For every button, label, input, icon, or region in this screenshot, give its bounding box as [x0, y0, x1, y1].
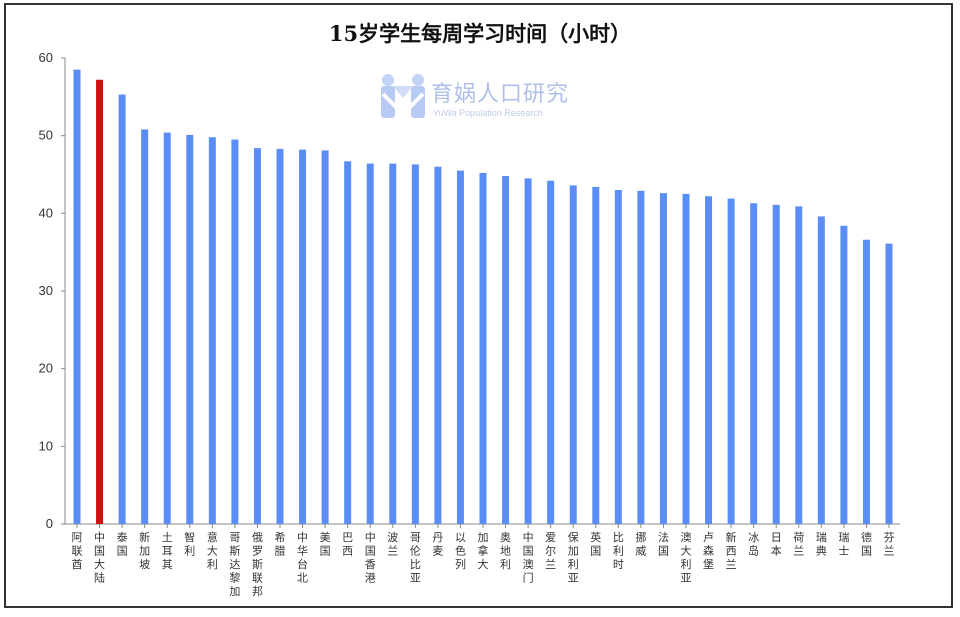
chart-title: 15岁学生每周学习时间（小时）	[328, 21, 632, 46]
bar	[366, 163, 374, 525]
x-tick-label: 泰国	[117, 530, 128, 558]
bar	[772, 204, 780, 525]
bar	[502, 176, 510, 524]
bar	[321, 150, 329, 524]
bar	[411, 164, 419, 525]
bar	[231, 139, 239, 525]
bar	[705, 196, 713, 524]
x-tick-label: 瑞典	[816, 530, 827, 558]
x-tick-label: 俄罗斯联邦	[252, 531, 263, 598]
bar	[73, 69, 81, 525]
x-tick-label: 意大利	[207, 530, 218, 571]
x-tick-label: 波兰	[387, 531, 398, 558]
bar	[614, 190, 622, 525]
y-tick-label: 20	[39, 361, 53, 376]
bar	[817, 216, 825, 524]
x-tick-label: 卢森堡	[703, 531, 714, 571]
x-tick-label: 澳大利亚	[681, 531, 692, 585]
bar	[682, 193, 690, 524]
bar	[637, 190, 645, 524]
bar	[592, 186, 600, 524]
x-tick-label: 中华台北	[297, 531, 308, 585]
x-tick-label: 阿联酋	[72, 531, 83, 571]
watermark-name: 育娲人口研究	[431, 82, 570, 107]
x-tick-label: 芬兰	[884, 531, 895, 558]
bar	[795, 206, 803, 525]
bar	[141, 129, 149, 524]
x-tick-label: 奥地利	[500, 530, 511, 571]
watermark-subtitle: YuWa Population Research	[433, 108, 543, 118]
x-tick-label: 丹麦	[432, 531, 443, 558]
bar	[96, 79, 104, 524]
x-tick-label: 中国澳门	[523, 531, 534, 585]
x-tick-label: 保加利亚	[568, 530, 579, 585]
bar	[456, 170, 464, 524]
bar	[434, 166, 442, 524]
bar	[186, 134, 194, 524]
bar	[862, 239, 870, 525]
yuwa-logo-icon	[381, 74, 425, 118]
x-tick-label: 冰岛	[748, 531, 759, 558]
bar	[208, 137, 216, 524]
x-tick-label: 以色列	[455, 531, 466, 571]
x-tick-label: 巴西	[342, 531, 353, 558]
x-tick-label: 土耳其	[162, 531, 173, 571]
bar	[727, 198, 735, 524]
x-tick-label: 智利	[184, 530, 195, 558]
x-tick-label: 英国	[590, 530, 601, 558]
bar	[299, 149, 307, 524]
x-tick-label: 加拿大	[478, 531, 489, 571]
x-tick-label: 比利时	[613, 531, 624, 571]
y-tick-label: 30	[39, 283, 53, 298]
watermark-logo: 育娲人口研究 YuWa Population Research	[379, 72, 599, 128]
bar	[840, 225, 848, 524]
bar	[750, 203, 758, 524]
y-tick-label: 40	[39, 205, 53, 220]
x-tick-label: 中国香港	[365, 531, 376, 585]
bar	[547, 180, 555, 525]
bar	[569, 185, 577, 524]
y-tick-label: 60	[39, 50, 53, 65]
bar	[163, 132, 171, 524]
x-tick-label: 德国	[861, 530, 872, 558]
x-tick-label: 中国大陆	[94, 531, 105, 585]
x-tick-label: 荷兰	[793, 531, 804, 558]
bar	[253, 148, 261, 525]
bar	[479, 172, 487, 525]
x-tick-label: 美国	[320, 531, 331, 558]
x-tick-label: 希腊	[275, 530, 286, 558]
bar	[344, 161, 352, 524]
x-tick-label: 法国	[658, 530, 669, 558]
bar	[659, 193, 667, 524]
x-tick-label: 哥伦比亚	[410, 531, 421, 585]
x-tick-label: 新西兰	[726, 530, 737, 571]
y-tick-label: 50	[39, 128, 53, 143]
bar	[118, 94, 126, 525]
x-tick-label: 新加坡	[139, 530, 150, 571]
bar	[885, 243, 893, 524]
bar	[389, 163, 397, 525]
bar	[524, 178, 532, 524]
x-tick-label: 哥斯达黎加	[229, 531, 240, 598]
bar	[276, 148, 284, 524]
chart-frame	[4, 3, 953, 608]
x-tick-label: 爱尔兰	[545, 531, 556, 571]
y-tick-label: 10	[39, 438, 53, 453]
x-tick-label: 瑞士	[838, 530, 849, 558]
x-tick-label: 日本	[771, 531, 782, 558]
y-tick-label: 0	[46, 516, 53, 531]
x-tick-label: 挪威	[635, 530, 646, 558]
